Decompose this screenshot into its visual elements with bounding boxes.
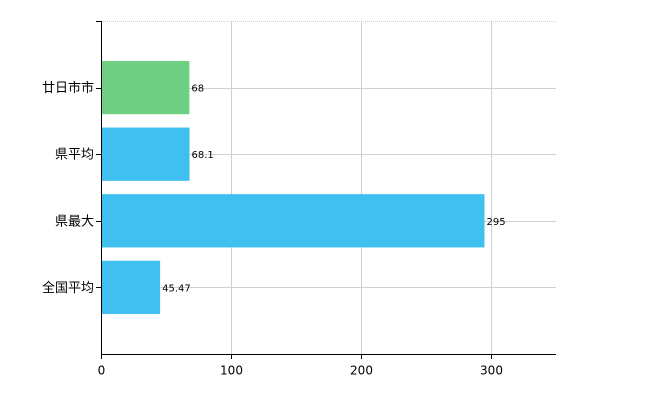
y-tick-label: 県平均 — [55, 148, 94, 163]
bar — [101, 260, 161, 315]
bar — [101, 194, 485, 248]
x-tick-label: 200 — [350, 364, 373, 378]
x-tick-label: 0 — [98, 364, 106, 378]
value-label: 45.47 — [162, 283, 191, 294]
value-label: 295 — [487, 217, 506, 228]
y-tick-label: 全国平均 — [42, 280, 94, 296]
bar — [101, 127, 190, 181]
x-tick-label: 100 — [220, 364, 243, 378]
y-tick-label: 廿日市市 — [42, 80, 94, 96]
bar — [101, 60, 190, 115]
value-label: 68.1 — [192, 150, 214, 161]
y-tick-label: 県最大 — [55, 214, 94, 229]
x-tick-label: 300 — [480, 364, 503, 378]
value-label: 68 — [191, 84, 204, 95]
